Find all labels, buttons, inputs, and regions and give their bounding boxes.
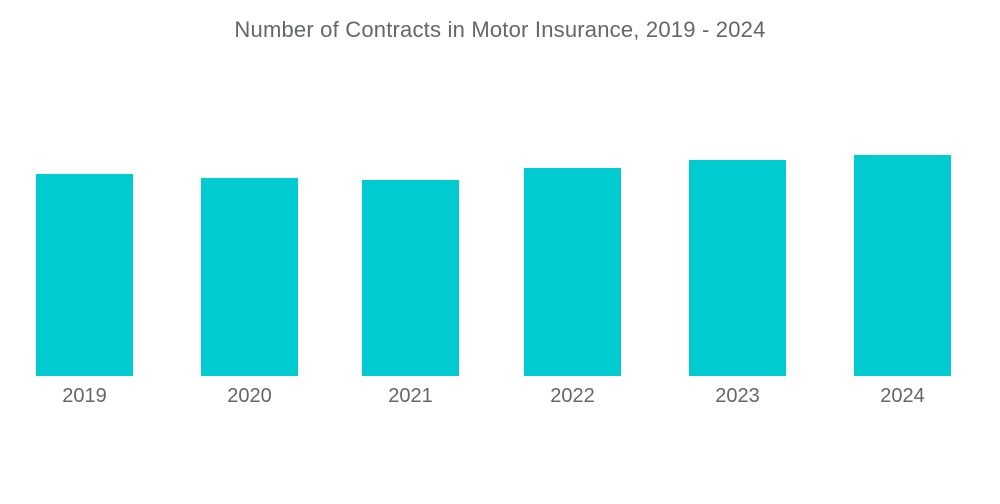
chart-title: Number of Contracts in Motor Insurance, … xyxy=(234,17,766,42)
bar-2022 xyxy=(524,168,621,376)
x-axis-label: 2019 xyxy=(62,385,107,407)
bar-2023 xyxy=(689,160,786,376)
bar-2019 xyxy=(36,174,133,376)
bar-column: 2024 xyxy=(854,0,951,407)
x-axis-label: 2024 xyxy=(880,385,925,407)
x-axis-label: 2022 xyxy=(550,385,595,407)
bar-column: 2023 xyxy=(689,0,786,407)
bar-2024 xyxy=(854,155,951,376)
x-axis-label: 2020 xyxy=(227,385,272,407)
bar-2021 xyxy=(362,180,459,376)
bar-column: 2022 xyxy=(524,0,621,407)
bar-column: 2019 xyxy=(36,0,133,407)
x-axis-label: 2021 xyxy=(388,385,433,407)
bar-column: 2020 xyxy=(201,0,298,407)
x-axis-label: 2023 xyxy=(715,385,760,407)
bar-2020 xyxy=(201,178,298,376)
bar-column: 2021 xyxy=(362,0,459,407)
